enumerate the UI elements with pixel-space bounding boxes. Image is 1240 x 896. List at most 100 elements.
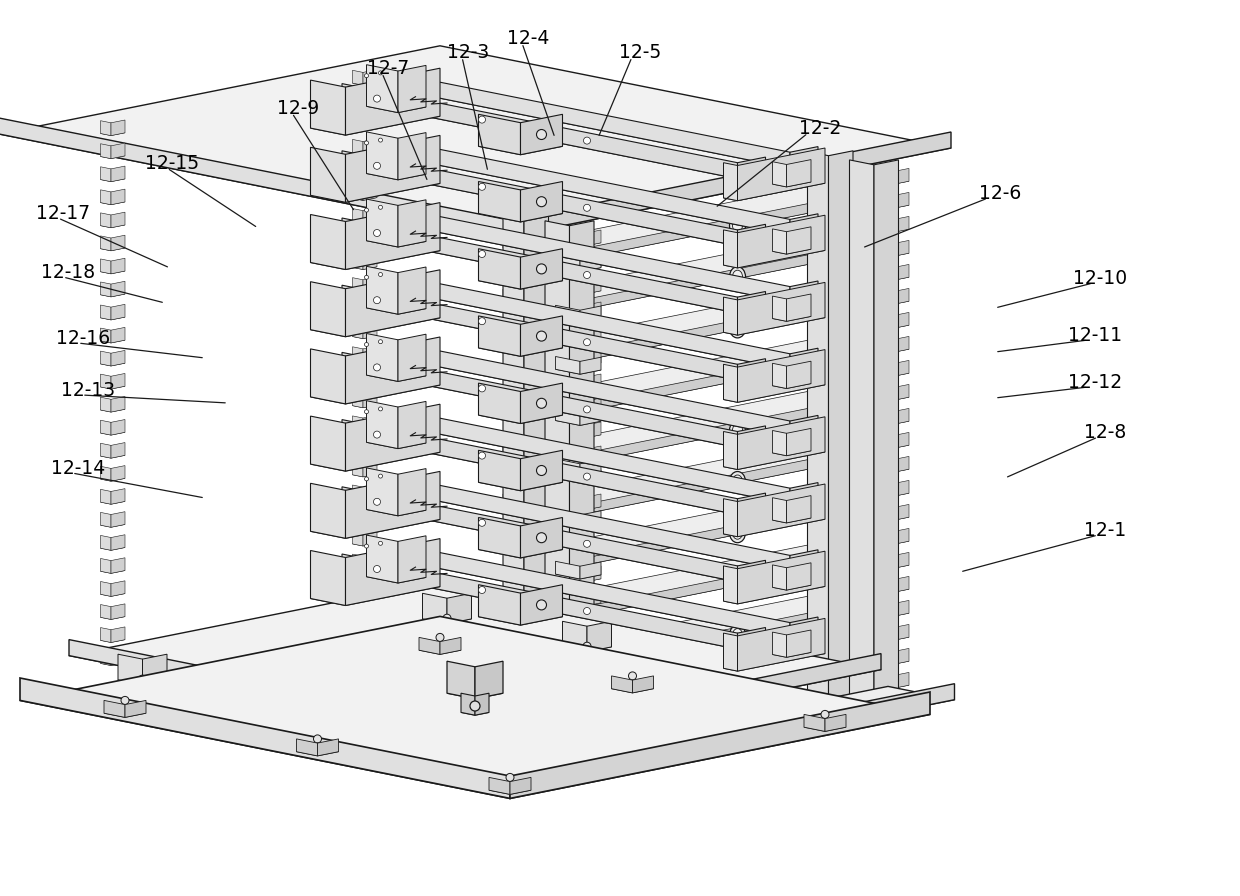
Polygon shape [100, 154, 125, 159]
Polygon shape [556, 613, 580, 630]
Polygon shape [510, 132, 951, 237]
Polygon shape [118, 654, 143, 685]
Polygon shape [310, 177, 440, 202]
Polygon shape [878, 227, 909, 233]
Polygon shape [569, 745, 601, 751]
Polygon shape [352, 172, 377, 177]
Polygon shape [352, 577, 363, 592]
Polygon shape [878, 515, 909, 521]
Polygon shape [352, 449, 377, 454]
Polygon shape [556, 672, 601, 681]
Polygon shape [738, 157, 765, 178]
Polygon shape [521, 518, 563, 558]
Polygon shape [363, 185, 377, 201]
Polygon shape [352, 439, 363, 454]
Circle shape [584, 607, 590, 615]
Polygon shape [100, 259, 112, 274]
Polygon shape [569, 352, 580, 367]
Polygon shape [790, 349, 818, 370]
Polygon shape [521, 316, 563, 357]
Polygon shape [580, 665, 601, 681]
Polygon shape [503, 591, 899, 670]
Polygon shape [398, 267, 427, 314]
Polygon shape [521, 249, 563, 289]
Polygon shape [489, 778, 510, 795]
Polygon shape [125, 701, 146, 718]
Polygon shape [503, 699, 569, 721]
Polygon shape [723, 432, 738, 470]
Polygon shape [773, 381, 811, 389]
Polygon shape [580, 358, 601, 375]
Polygon shape [352, 554, 363, 569]
Polygon shape [878, 290, 888, 306]
Polygon shape [352, 219, 377, 223]
Polygon shape [878, 444, 909, 450]
Polygon shape [503, 212, 525, 761]
Polygon shape [723, 516, 825, 537]
Text: 12-17: 12-17 [36, 203, 91, 222]
Polygon shape [807, 151, 828, 700]
Polygon shape [738, 417, 825, 470]
Polygon shape [352, 264, 377, 270]
Polygon shape [112, 327, 125, 343]
Polygon shape [888, 625, 909, 642]
Polygon shape [569, 544, 899, 619]
Polygon shape [367, 401, 398, 449]
Polygon shape [112, 396, 125, 412]
Circle shape [479, 318, 486, 324]
Polygon shape [100, 660, 125, 666]
Ellipse shape [729, 216, 745, 236]
Polygon shape [367, 333, 398, 382]
Polygon shape [479, 115, 521, 155]
Polygon shape [342, 94, 765, 178]
Text: 12-6: 12-6 [978, 184, 1021, 202]
Polygon shape [100, 420, 112, 435]
Polygon shape [394, 419, 818, 504]
Polygon shape [888, 240, 909, 257]
Polygon shape [363, 599, 377, 616]
Polygon shape [342, 554, 738, 649]
Polygon shape [773, 564, 786, 590]
Polygon shape [479, 407, 563, 424]
Polygon shape [790, 147, 818, 168]
Polygon shape [632, 676, 653, 693]
Polygon shape [569, 673, 601, 679]
Polygon shape [773, 296, 786, 322]
Polygon shape [510, 653, 880, 744]
Polygon shape [367, 468, 398, 516]
Polygon shape [521, 115, 563, 155]
Polygon shape [342, 487, 738, 582]
Polygon shape [569, 241, 601, 247]
Polygon shape [367, 436, 427, 449]
Polygon shape [611, 685, 653, 693]
Ellipse shape [733, 373, 743, 385]
Circle shape [365, 342, 368, 347]
Polygon shape [878, 683, 909, 689]
Polygon shape [569, 256, 580, 271]
Polygon shape [773, 246, 811, 254]
Polygon shape [342, 83, 738, 178]
Circle shape [373, 364, 381, 371]
Circle shape [378, 541, 382, 546]
Polygon shape [100, 375, 112, 389]
Polygon shape [569, 544, 580, 559]
Polygon shape [100, 444, 112, 458]
Polygon shape [878, 435, 888, 450]
Polygon shape [363, 369, 377, 384]
Circle shape [479, 385, 486, 392]
Polygon shape [828, 151, 853, 700]
Polygon shape [363, 139, 377, 154]
Ellipse shape [729, 471, 745, 492]
Polygon shape [367, 266, 398, 314]
Polygon shape [738, 618, 825, 671]
Polygon shape [723, 633, 738, 671]
Polygon shape [503, 540, 899, 619]
Polygon shape [580, 686, 601, 703]
Polygon shape [479, 205, 563, 222]
Polygon shape [310, 349, 346, 404]
Polygon shape [569, 640, 580, 655]
Circle shape [314, 735, 321, 743]
Polygon shape [723, 163, 738, 201]
Polygon shape [100, 499, 125, 504]
Polygon shape [563, 621, 587, 651]
